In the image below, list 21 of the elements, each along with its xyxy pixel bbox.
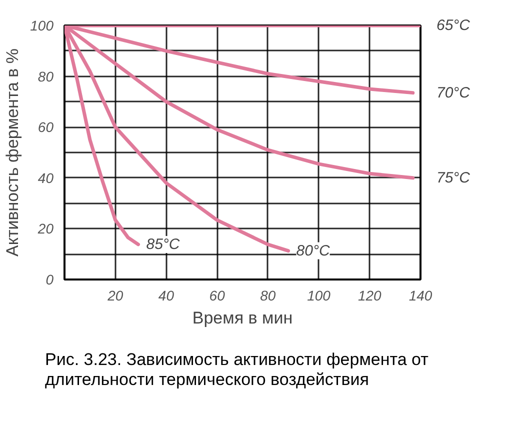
x-tick-label: 20 <box>106 288 124 304</box>
series-label: 80°C <box>296 242 330 260</box>
series-label: 70°C <box>436 84 470 102</box>
y-tick-label: 40 <box>38 170 54 186</box>
series-label: 75°C <box>436 169 470 186</box>
x-tick-label: 140 <box>408 288 432 304</box>
x-tick-label: 40 <box>158 288 174 304</box>
y-tick-label: 20 <box>36 220 54 237</box>
series-label: 65°C <box>436 17 470 34</box>
text: Рис. 3.23. Зависимость активности фермента от длительности термического воздействия <box>45 350 430 391</box>
x-tick-label: 120 <box>358 288 382 304</box>
x-tick-label: 80 <box>260 288 276 304</box>
y-tick-label: 80 <box>38 68 54 84</box>
x-tick-label: 60 <box>209 288 226 304</box>
series-label: 85°C <box>146 236 180 253</box>
y-tick-label: 100 <box>30 18 54 34</box>
x-axis-title: Время в мин <box>192 308 293 328</box>
y-tick-label: 60 <box>38 119 54 136</box>
y-axis-title: Активность фермента в % <box>3 48 22 257</box>
y-tick-label: 0 <box>46 272 54 288</box>
x-tick-label: 100 <box>307 288 331 304</box>
